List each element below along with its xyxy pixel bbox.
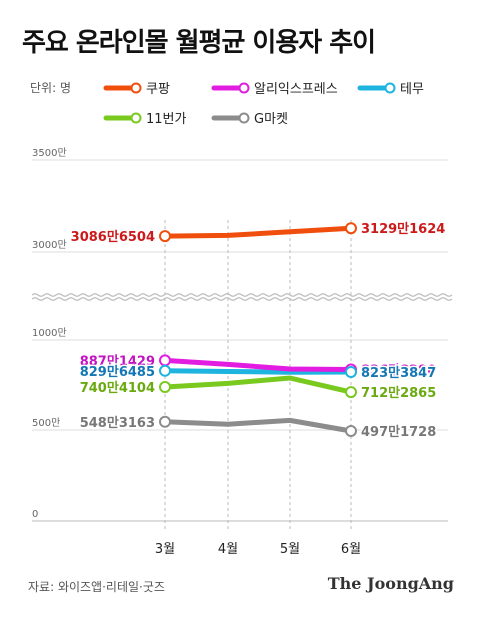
data-label: 3086만6504 xyxy=(71,229,155,245)
x-tick-label: 5월 xyxy=(280,542,300,557)
data-label: 740만4104 xyxy=(80,380,155,396)
data-point xyxy=(345,425,357,437)
x-tick-label: 4월 xyxy=(218,542,238,557)
legend-swatch-marker xyxy=(130,112,142,124)
data-point xyxy=(159,354,171,367)
series-line xyxy=(162,368,354,375)
legend-label: 쿠팡 xyxy=(146,82,170,97)
legend-swatch-marker xyxy=(130,82,142,94)
legend-label: 11번가 xyxy=(146,112,187,127)
source-note: 자료: 와이즈앱·리테일·굿즈 xyxy=(28,580,165,594)
chart-title: 주요 온라인몰 월평균 이용자 추이 xyxy=(22,28,376,58)
data-label: 887만1429 xyxy=(80,353,155,369)
axis-break-line xyxy=(31,293,453,297)
brand-logo: The JoongAng xyxy=(327,574,454,593)
legend-label: G마켓 xyxy=(254,112,288,127)
data-label: 548만3163 xyxy=(80,415,155,431)
data-point xyxy=(345,366,357,378)
x-tick-label: 6월 xyxy=(341,542,361,557)
axis-break-line xyxy=(31,297,453,301)
y-tick-label: 1000만 xyxy=(32,327,67,339)
x-tick-label: 3월 xyxy=(155,542,175,557)
series-line xyxy=(162,357,354,372)
data-point xyxy=(345,222,357,235)
legend-label: 테무 xyxy=(400,82,424,97)
data-point xyxy=(159,230,171,243)
series-line xyxy=(162,375,354,395)
data-label: 497만1728 xyxy=(361,424,436,440)
data-label: 823만3847 xyxy=(361,365,436,381)
y-tick-label: 3500만 xyxy=(32,147,67,159)
series-line xyxy=(162,417,354,434)
legend-swatch-marker xyxy=(384,82,396,94)
legend-label: 알리익스프레스 xyxy=(254,82,338,97)
y-tick-label: 3000만 xyxy=(32,239,67,251)
legend-swatch-marker xyxy=(238,112,250,124)
data-point xyxy=(159,364,171,377)
y-tick-label: 500만 xyxy=(32,417,60,429)
data-label: 836만8280 xyxy=(361,363,436,379)
unit-label: 단위: 명 xyxy=(30,81,71,95)
data-point xyxy=(345,386,357,399)
data-label: 829만6485 xyxy=(80,364,155,380)
data-label: 3129만1624 xyxy=(361,221,445,237)
series-line xyxy=(162,225,354,239)
legend-swatch-marker xyxy=(238,82,250,94)
data-label: 712만2865 xyxy=(361,385,436,401)
data-point xyxy=(159,381,171,393)
y-tick-label: 0 xyxy=(32,509,38,520)
data-point xyxy=(159,415,171,428)
